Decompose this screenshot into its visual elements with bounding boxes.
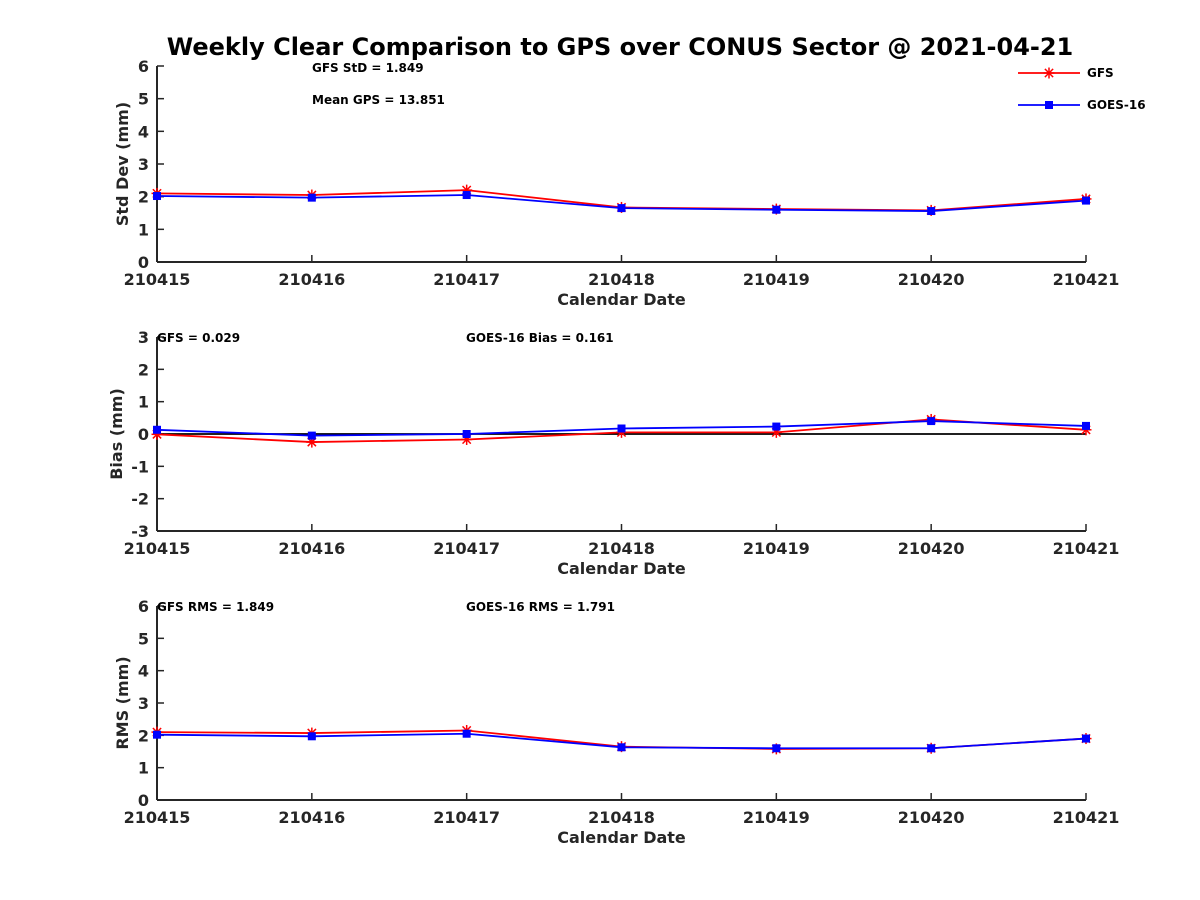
x-tick-label: 210420 — [898, 808, 965, 827]
data-point — [307, 193, 316, 202]
y-tick-label: 1 — [138, 759, 149, 778]
legend-entry-gfs: GFS — [1018, 66, 1114, 80]
data-point — [462, 430, 471, 438]
stat-annotation: Mean GPS = 13.851 — [312, 93, 445, 107]
x-axis-label: Calendar Date — [557, 559, 686, 578]
data-point — [153, 192, 161, 201]
y-tick-label: 3 — [138, 328, 149, 347]
subplot-3: 0 1 2 3 4 5 6 210415 210416 210417 210418 210419 210… — [113, 597, 1119, 847]
x-tick-label: 210417 — [433, 808, 500, 827]
x-tick-label: 210420 — [898, 270, 965, 289]
x-tick-label: 210421 — [1053, 270, 1120, 289]
x-tick-label: 210421 — [1053, 539, 1120, 558]
y-tick-label: -1 — [131, 457, 149, 476]
stat-annotation: GFS RMS = 1.849 — [157, 600, 274, 614]
x-tick-label: 210416 — [278, 808, 345, 827]
data-point — [927, 744, 936, 753]
y-tick-label: -2 — [131, 490, 149, 509]
x-tick-label: 210416 — [278, 270, 345, 289]
data-point — [307, 431, 316, 440]
x-tick-label: 210418 — [588, 539, 655, 558]
data-point — [617, 424, 626, 433]
y-tick-label: 0 — [138, 425, 149, 444]
data-point — [307, 732, 316, 741]
y-tick-label: 2 — [138, 360, 149, 379]
series-goes-16 — [153, 417, 1090, 440]
stat-annotation: GOES-16 Bias = 0.161 — [466, 331, 614, 345]
x-tick-label: 210420 — [898, 539, 965, 558]
data-point — [1082, 196, 1090, 205]
y-tick-label: 2 — [138, 726, 149, 745]
stat-annotation: GFS StD = 1.849 — [312, 61, 424, 75]
data-point — [153, 730, 161, 739]
y-axis-label: RMS (mm) — [113, 656, 132, 749]
legend-marker — [1045, 101, 1053, 109]
x-axis-label: Calendar Date — [557, 290, 686, 309]
series-goes-16 — [153, 729, 1090, 753]
data-point — [153, 425, 161, 434]
x-tick-label: 210417 — [433, 270, 500, 289]
x-tick-label: 210416 — [278, 539, 345, 558]
x-tick-label: 210415 — [124, 808, 191, 827]
y-tick-label: 5 — [138, 629, 149, 648]
subplot-1: 0 1 2 3 4 5 6 210415 210416 210417 210418 210419 210… — [113, 57, 1119, 309]
data-point — [1082, 421, 1090, 430]
data-point — [927, 417, 936, 426]
y-tick-label: 3 — [138, 155, 149, 174]
data-point — [772, 205, 781, 214]
data-point — [772, 744, 781, 753]
x-tick-label: 210415 — [124, 539, 191, 558]
x-tick-label: 210418 — [588, 270, 655, 289]
y-axis-label: Std Dev (mm) — [113, 102, 132, 226]
x-tick-label: 210421 — [1053, 808, 1120, 827]
asterisk-stroke — [1044, 68, 1054, 78]
y-tick-label: -3 — [131, 522, 149, 541]
legend-label: GOES-16 — [1087, 98, 1146, 112]
data-point — [927, 207, 936, 216]
legend: GFS GOES-16 — [1018, 66, 1146, 112]
y-tick-label: 0 — [138, 791, 149, 810]
x-tick-label: 210419 — [743, 270, 810, 289]
stat-annotation: GFS = 0.029 — [157, 331, 240, 345]
x-tick-label: 210418 — [588, 808, 655, 827]
x-tick-label: 210419 — [743, 539, 810, 558]
stat-annotation: GOES-16 RMS = 1.791 — [466, 600, 615, 614]
figure-title: Weekly Clear Comparison to GPS over CONU… — [167, 33, 1074, 61]
y-tick-label: 6 — [138, 57, 149, 76]
y-tick-label: 3 — [138, 694, 149, 713]
y-tick-label: 5 — [138, 90, 149, 109]
data-point — [617, 204, 626, 213]
data-point — [1082, 734, 1090, 743]
x-tick-label: 210419 — [743, 808, 810, 827]
series-goes-16 — [153, 191, 1090, 216]
data-point — [617, 743, 626, 752]
y-axis-label: Bias (mm) — [107, 388, 126, 480]
y-tick-label: 4 — [138, 122, 149, 141]
legend-label: GFS — [1087, 66, 1114, 80]
x-axis-label: Calendar Date — [557, 828, 686, 847]
y-tick-label: 0 — [138, 253, 149, 272]
y-tick-label: 6 — [138, 597, 149, 616]
data-point — [772, 422, 781, 431]
y-tick-label: 2 — [138, 188, 149, 207]
subplot-2: -3 -2 -1 0 1 2 3 210415 210416 210417 210418 210419… — [107, 328, 1119, 578]
x-tick-label: 210417 — [433, 539, 500, 558]
y-tick-label: 1 — [138, 220, 149, 239]
legend-marker — [1043, 67, 1055, 79]
x-tick-label: 210415 — [124, 270, 191, 289]
data-point — [462, 191, 471, 200]
y-tick-label: 4 — [138, 662, 149, 681]
legend-entry-goes-16: GOES-16 — [1018, 98, 1146, 112]
y-tick-label: 1 — [138, 393, 149, 412]
data-point — [462, 729, 471, 738]
